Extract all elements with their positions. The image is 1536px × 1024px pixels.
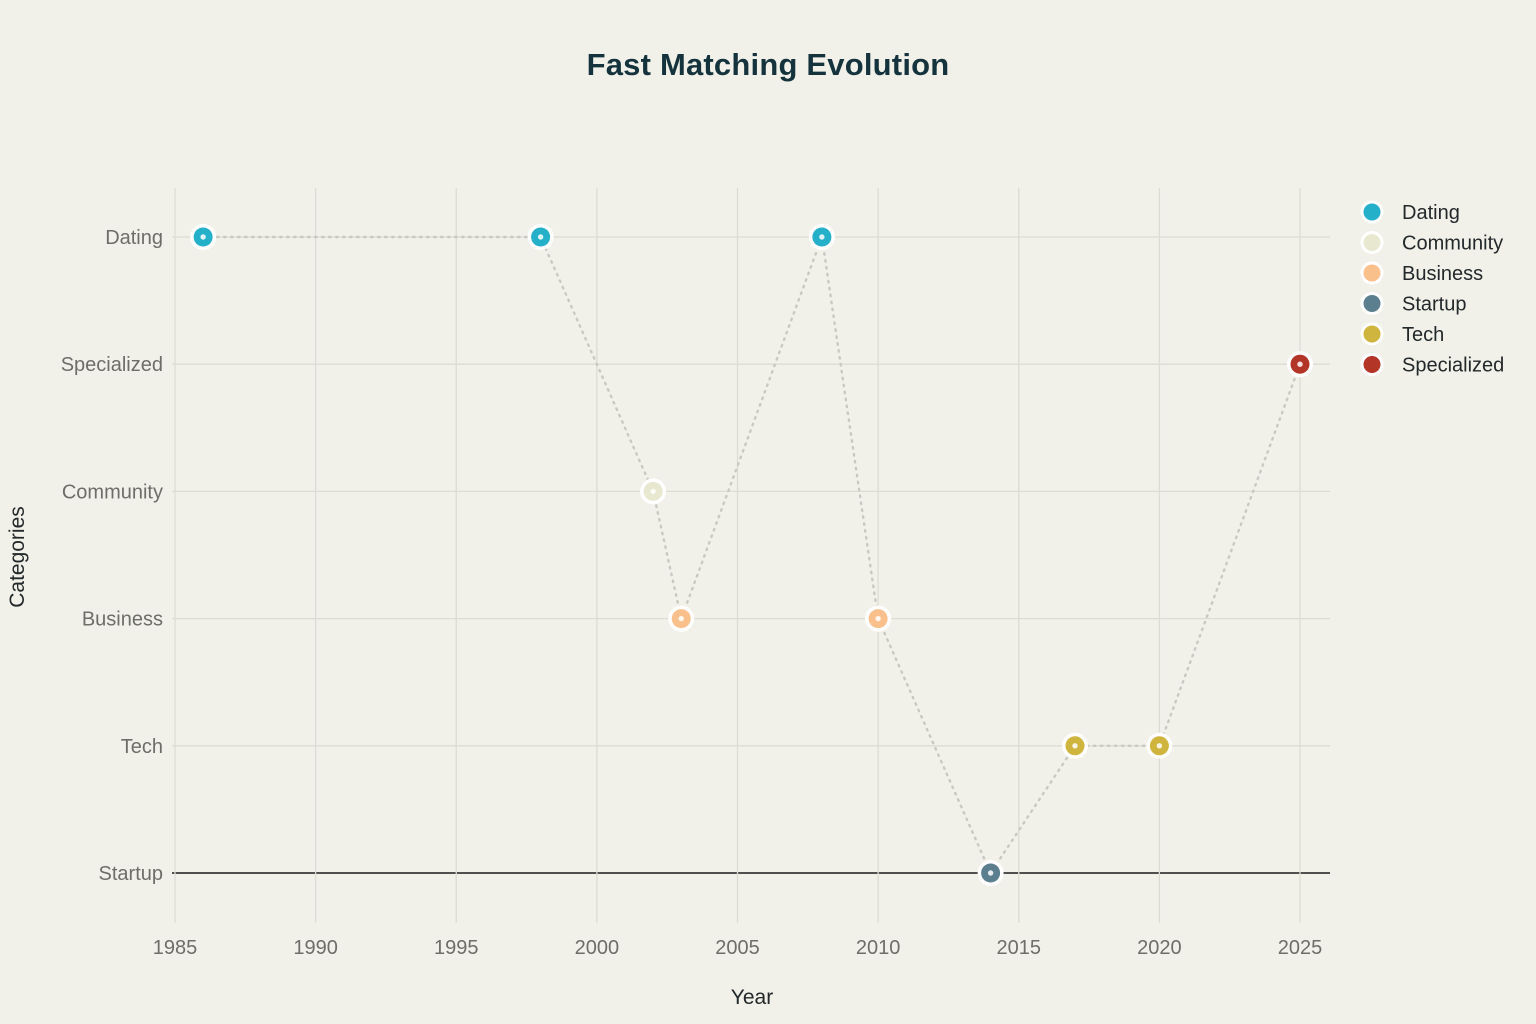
marker-center-dot	[875, 615, 881, 622]
data-point-specialized-2025[interactable]	[1287, 351, 1313, 378]
y-tick-labels: Dating Specialized Community Business Tech St…	[61, 227, 163, 885]
x-tick-label: 2010	[856, 937, 901, 959]
trend-line	[201, 235, 1302, 876]
y-tick-label: Tech	[121, 736, 163, 758]
x-tick-label: 2025	[1278, 937, 1323, 959]
y-tick-label: Specialized	[61, 354, 163, 376]
x-tick-label: 2015	[997, 937, 1042, 959]
legend-label: Business	[1402, 263, 1483, 285]
x-tick-label: 1985	[153, 937, 198, 959]
data-point-community-2002[interactable]	[640, 478, 667, 505]
data-point-dating-1998[interactable]	[527, 224, 554, 250]
x-tick-label: 2020	[1137, 937, 1182, 959]
legend-label: Startup	[1402, 294, 1466, 316]
x-tick-label: 1990	[293, 937, 338, 959]
legend-swatch	[1363, 295, 1381, 312]
data-points	[190, 224, 1313, 886]
data-point-dating-2008[interactable]	[808, 224, 835, 250]
y-tick-label: Community	[62, 481, 163, 503]
legend-swatch	[1363, 264, 1381, 282]
marker-center-dot	[678, 615, 684, 622]
legend: Dating Community Business Startup Tech Specia…	[1360, 200, 1505, 377]
legend-item-community[interactable]: Community	[1360, 231, 1504, 255]
marker-center-dot	[650, 488, 656, 495]
legend-item-startup[interactable]: Startup	[1360, 292, 1467, 316]
marker-center-dot	[819, 234, 825, 240]
data-point-startup-2014[interactable]	[977, 860, 1004, 886]
marker-center-dot	[1297, 361, 1303, 367]
marker-center-dot	[537, 234, 544, 240]
legend-swatch	[1363, 234, 1381, 251]
legend-swatch	[1363, 203, 1381, 221]
marker-center-dot	[1156, 743, 1163, 749]
legend-swatch	[1363, 325, 1381, 343]
vertical-gridlines	[174, 188, 1301, 923]
data-point-business-2003[interactable]	[668, 605, 695, 632]
x-tick-label: 2000	[575, 937, 620, 959]
legend-label: Community	[1402, 233, 1503, 255]
y-tick-label: Dating	[105, 227, 163, 249]
data-point-tech-2020[interactable]	[1146, 732, 1173, 759]
marker-center-dot	[1072, 743, 1078, 749]
horizontal-gridlines	[172, 236, 1330, 874]
legend-label: Specialized	[1402, 355, 1504, 377]
legend-label: Tech	[1402, 324, 1444, 346]
legend-item-specialized[interactable]: Specialized	[1360, 353, 1505, 377]
chart-title: Fast Matching Evolution	[586, 47, 950, 82]
marker-center-dot	[200, 234, 206, 240]
x-tick-label: 1995	[434, 937, 479, 959]
x-tick-label: 2005	[715, 937, 760, 959]
legend-swatch	[1363, 356, 1381, 373]
x-tick-labels: 1985 1990 1995 2000 2005 2010 2015 2020 2025	[153, 937, 1323, 959]
marker-center-dot	[987, 870, 994, 876]
legend-item-tech[interactable]: Tech	[1360, 322, 1445, 347]
legend-item-business[interactable]: Business	[1360, 261, 1484, 286]
data-point-tech-2017[interactable]	[1062, 732, 1088, 759]
data-point-dating-1986[interactable]	[190, 224, 217, 250]
y-tick-label: Business	[82, 609, 163, 631]
y-axis-title: Categories	[6, 506, 29, 608]
y-tick-label: Startup	[99, 863, 163, 885]
x-axis-title: Year	[730, 986, 774, 1009]
legend-item-dating[interactable]: Dating	[1360, 200, 1460, 225]
data-point-business-2010[interactable]	[865, 605, 892, 632]
legend-label: Dating	[1402, 202, 1460, 224]
